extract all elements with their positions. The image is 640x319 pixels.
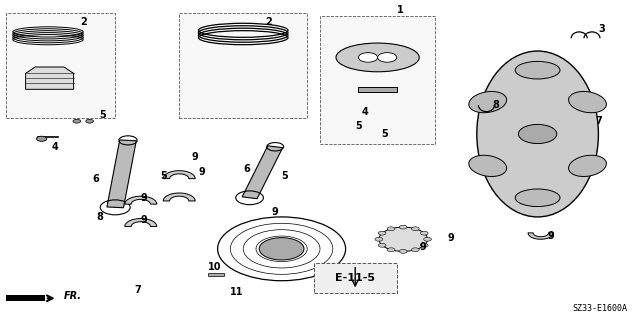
FancyBboxPatch shape [179,13,307,118]
Polygon shape [6,295,45,301]
Ellipse shape [469,92,507,113]
Text: 5: 5 [160,171,167,181]
Text: 10: 10 [208,262,221,271]
Text: 8: 8 [96,212,103,222]
Circle shape [358,53,378,62]
Text: 9: 9 [198,167,205,177]
Circle shape [378,53,397,62]
Text: 7: 7 [595,116,602,126]
Ellipse shape [477,51,598,217]
Ellipse shape [336,43,419,72]
Circle shape [412,248,419,252]
Bar [358,87,397,92]
Circle shape [518,124,557,144]
Circle shape [218,217,346,281]
Ellipse shape [515,189,560,207]
Circle shape [36,136,47,141]
Ellipse shape [568,155,606,176]
Circle shape [73,119,81,123]
Circle shape [259,238,304,260]
Circle shape [424,237,431,241]
Polygon shape [163,193,195,201]
FancyBboxPatch shape [320,16,435,144]
Ellipse shape [515,61,560,79]
Text: 4: 4 [51,142,58,152]
Text: 5: 5 [355,121,362,131]
Circle shape [86,119,93,123]
Polygon shape [163,171,195,179]
Text: 5: 5 [381,129,388,139]
Text: 8: 8 [493,100,500,110]
Bar [208,273,224,276]
Polygon shape [107,140,136,208]
Circle shape [412,227,419,231]
Text: SZ33-E1600A: SZ33-E1600A [572,304,627,313]
Text: 11: 11 [230,287,244,297]
Text: 9: 9 [419,242,426,252]
Circle shape [399,225,407,229]
Text: 5: 5 [99,110,106,120]
Ellipse shape [469,155,507,176]
Text: 4: 4 [362,107,369,117]
Text: E-11-5: E-11-5 [335,272,375,283]
Text: 6: 6 [93,174,100,184]
FancyBboxPatch shape [6,13,115,118]
FancyBboxPatch shape [314,263,397,293]
Polygon shape [125,219,157,226]
Circle shape [387,248,395,252]
Text: FR.: FR. [64,291,82,301]
Text: 5: 5 [282,171,289,181]
Ellipse shape [568,92,606,113]
Text: 9: 9 [547,231,554,241]
Text: 9: 9 [272,207,279,217]
Polygon shape [242,146,283,199]
Circle shape [420,243,428,247]
Text: 6: 6 [243,164,250,174]
Polygon shape [125,196,157,204]
Polygon shape [528,233,554,239]
Circle shape [375,237,383,241]
Text: 9: 9 [141,215,148,225]
Text: 2: 2 [266,17,272,27]
Text: 9: 9 [448,233,455,243]
Polygon shape [26,67,74,89]
Circle shape [387,227,395,231]
Circle shape [379,227,428,251]
Circle shape [399,249,407,253]
Circle shape [378,231,386,235]
Circle shape [378,243,386,247]
Text: 2: 2 [80,17,86,27]
Circle shape [420,231,428,235]
Text: 9: 9 [192,152,199,161]
Text: 3: 3 [598,24,605,34]
Text: 1: 1 [397,5,404,15]
Text: 9: 9 [141,193,148,203]
Text: 7: 7 [134,286,141,295]
